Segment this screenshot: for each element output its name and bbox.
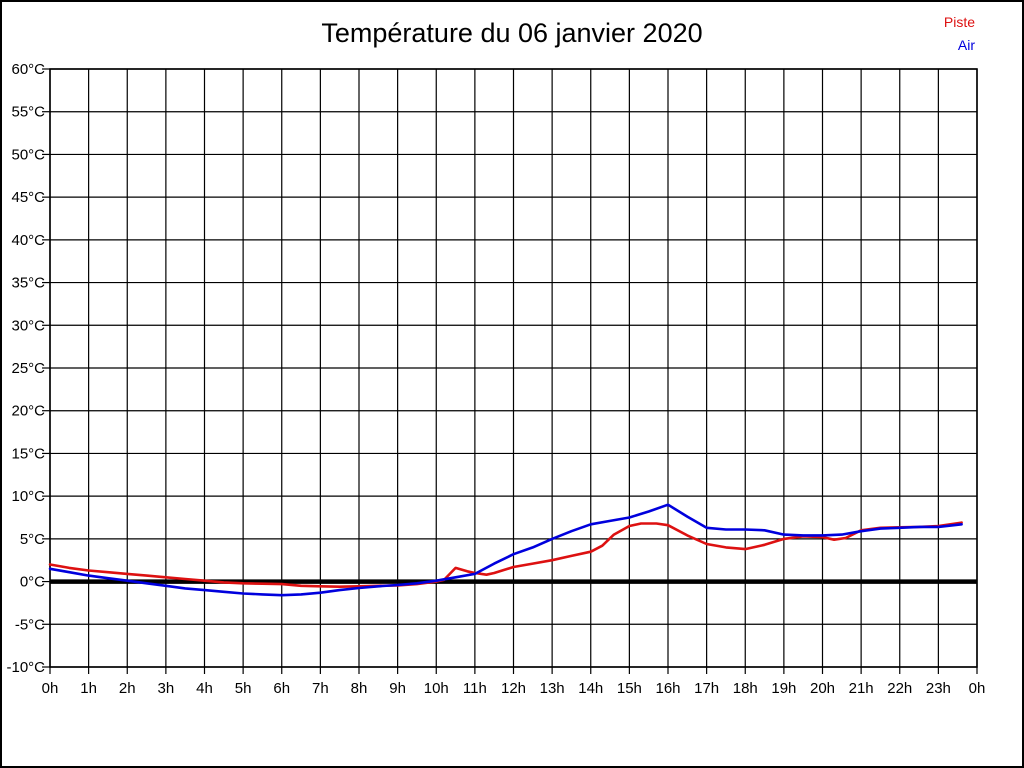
x-tick-label: 0h [42,680,59,697]
x-tick-label: 20h [810,680,835,697]
y-tick-label: 35°C [11,275,45,292]
piste-temperature-line [48,521,963,589]
x-tick-label: 6h [273,680,290,697]
y-tick-label: 15°C [11,445,45,462]
y-tick-label: 20°C [11,403,45,420]
y-tick-label: 5°C [20,531,45,548]
x-tick-label: 9h [389,680,406,697]
x-tick-label: 15h [617,680,642,697]
x-tick-label: 8h [351,680,368,697]
x-tick-label: 11h [463,680,487,697]
y-tick-label: 55°C [11,104,45,121]
x-tick-label: 14h [578,680,603,697]
x-tick-label: 16h [655,680,680,697]
y-tick-label: -5°C [15,616,45,633]
legend-item-piste: Piste [943,14,975,30]
x-tick-label: 13h [540,680,565,697]
x-tick-label: 1h [80,680,97,697]
x-tick-label: 12h [501,680,526,697]
y-tick-label: 40°C [11,232,45,249]
x-tick-label: 18h [733,680,758,697]
x-tick-label: 0h [969,680,986,697]
legend-item-air: Air [957,37,975,53]
air-temperature-line [48,503,963,597]
y-tick-label: 25°C [11,360,45,377]
x-tick-label: 22h [887,680,912,697]
y-tick-label: 45°C [11,189,45,206]
y-tick-label: 30°C [11,317,45,334]
x-tick-label: 21h [849,680,874,697]
y-tick-label: 60°C [11,61,45,78]
y-tick-label: -10°C [6,659,45,676]
y-tick-label: 50°C [11,146,45,163]
x-tick-label: 5h [235,680,252,697]
y-tick-label: 0°C [20,574,45,591]
x-tick-label: 4h [196,680,213,697]
x-tick-label: 2h [119,680,136,697]
chart-title: Température du 06 janvier 2020 [321,18,703,48]
plot-frame [49,68,978,668]
x-tick-label: 17h [694,680,719,697]
x-tick-label: 19h [771,680,796,697]
x-tick-label: 7h [312,680,329,697]
x-tick-label: 23h [926,680,951,697]
legend: Piste Air [944,11,975,57]
y-tick-label: 10°C [11,488,45,505]
x-tick-label: 10h [424,680,449,697]
x-tick-label: 3h [158,680,175,697]
